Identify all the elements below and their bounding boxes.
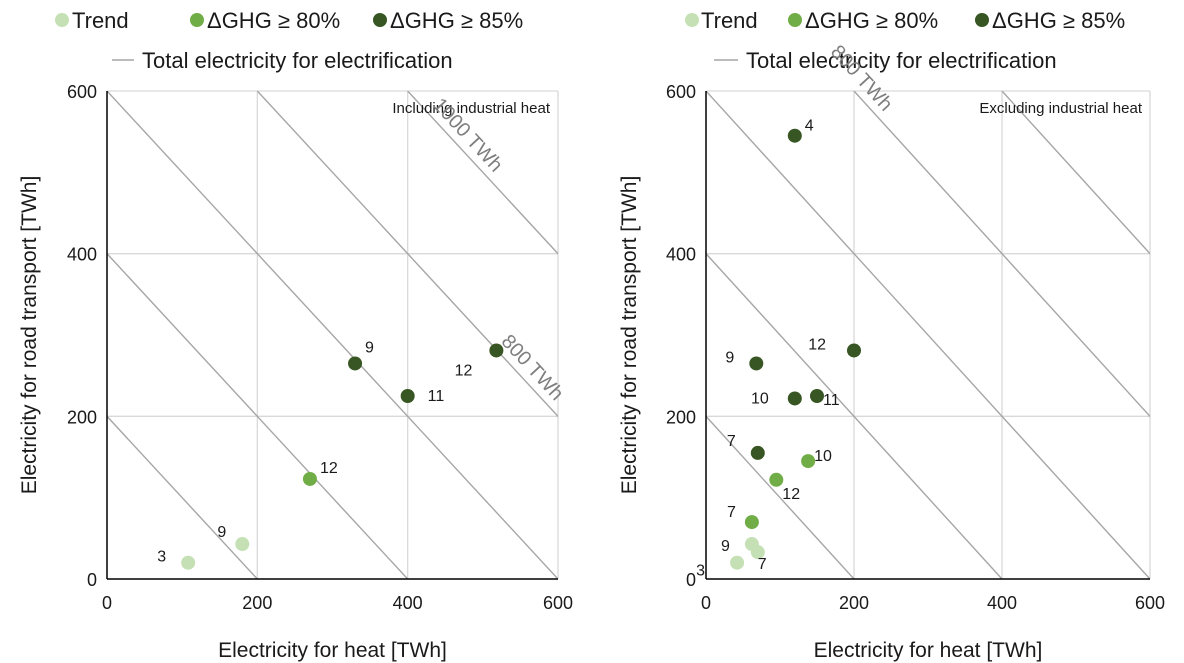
data-point xyxy=(302,471,317,486)
series-0: 39 7 xyxy=(696,537,767,580)
x-tick-label: 400 xyxy=(987,593,1017,613)
data-point-label: 12 xyxy=(782,486,800,503)
data-point xyxy=(750,545,765,560)
data-point-label: 11 xyxy=(428,388,445,405)
y-axis-title: Electricity for road transport [TWh] xyxy=(18,176,41,495)
total-electricity-lines xyxy=(706,91,1150,579)
x-tick-label: 200 xyxy=(839,593,869,613)
y-tick-label: 0 xyxy=(686,570,696,590)
y-tick-label: 400 xyxy=(666,245,696,265)
legend-trend-label: Trend xyxy=(701,8,758,33)
data-point xyxy=(787,391,802,406)
data-point xyxy=(749,356,764,371)
data-point-label: 12 xyxy=(455,362,473,379)
legend-left: Trend ΔGHG ≥ 80% ΔGHG ≥ 85% Total electr… xyxy=(55,8,523,73)
y-axis-title: Electricity for road transport [TWh] xyxy=(618,176,641,495)
total-electricity-lines xyxy=(107,91,558,579)
data-point-label: 12 xyxy=(808,336,826,353)
legend-ghg85-marker xyxy=(975,13,989,27)
data-point xyxy=(181,555,196,570)
gridlines xyxy=(706,90,1151,579)
data-point-label: 7 xyxy=(758,556,767,573)
total-electricity-line xyxy=(256,91,558,418)
series-1: 12 xyxy=(302,460,338,486)
legend-trend-label: Trend xyxy=(72,8,129,33)
chart-left: 0 200 400 600 0 200 400 600 Electricity for heat… xyxy=(18,82,573,662)
data-point-label: 10 xyxy=(814,448,832,465)
legend-ghg80-marker xyxy=(788,13,802,27)
data-point xyxy=(769,472,784,487)
x-axis-title: Electricity for heat [TWh] xyxy=(814,639,1043,662)
data-point xyxy=(235,537,250,552)
x-tick-label: 600 xyxy=(543,593,573,613)
total-electricity-line xyxy=(107,91,558,579)
data-point-label: 7 xyxy=(727,504,736,521)
data-point xyxy=(730,555,745,570)
legend-total-label: Total electricity for electrification xyxy=(746,48,1057,73)
data-point-label: 10 xyxy=(751,390,769,407)
legend-total-label: Total electricity for electrification xyxy=(142,48,453,73)
legend-ghg80-label: ΔGHG ≥ 80% xyxy=(805,8,938,33)
data-point xyxy=(744,515,759,530)
data-point xyxy=(400,389,415,403)
legend-right: Trend ΔGHG ≥ 80% ΔGHG ≥ 85% Total electr… xyxy=(685,8,1125,73)
total-electricity-line xyxy=(107,252,409,579)
panel-annotation: Excluding industrial heat xyxy=(979,100,1142,117)
legend-trend-marker xyxy=(55,13,69,27)
series-2: 4 9 12 10 11 7 xyxy=(725,118,861,460)
total-electricity-line xyxy=(107,415,258,579)
series-1: 7 12 10 xyxy=(727,448,832,530)
x-tick-label: 600 xyxy=(1135,593,1165,613)
y-tick-label: 400 xyxy=(67,245,97,265)
x-tick-label: 0 xyxy=(701,593,711,613)
data-point-label: 7 xyxy=(727,433,736,450)
panel-annotation: Including industrial heat xyxy=(392,100,550,117)
data-point xyxy=(348,356,363,371)
total-electricity-line xyxy=(706,415,855,579)
total-electricity-line xyxy=(706,252,1003,579)
legend-ghg85-label: ΔGHG ≥ 85% xyxy=(992,8,1125,33)
x-tick-label: 0 xyxy=(102,593,112,613)
data-point-label: 3 xyxy=(696,563,705,580)
y-tick-label: 600 xyxy=(67,82,97,102)
data-point xyxy=(750,445,765,460)
total-electricity-line xyxy=(407,91,558,255)
gridlines xyxy=(107,90,559,579)
series-0: 39 xyxy=(157,524,250,570)
y-tick-label: 200 xyxy=(67,407,97,427)
y-tick-label: 600 xyxy=(666,82,696,102)
data-point xyxy=(801,454,816,469)
total-electricity-label: 800 TWh xyxy=(497,331,568,405)
data-point-label: 9 xyxy=(365,339,374,356)
legend-ghg80-marker xyxy=(190,13,204,27)
x-tick-label: 200 xyxy=(242,593,272,613)
data-point xyxy=(489,343,504,358)
data-point-label: 12 xyxy=(320,460,338,477)
legend-ghg85-marker xyxy=(373,13,387,27)
data-point-label: 9 xyxy=(725,349,734,366)
legend-ghg85-label: ΔGHG ≥ 85% xyxy=(390,8,523,33)
series-2: 9 11 12 xyxy=(348,339,504,405)
legend-ghg80-label: ΔGHG ≥ 80% xyxy=(207,8,340,33)
data-point-label: 4 xyxy=(805,118,814,135)
data-point-label: 9 xyxy=(217,524,226,541)
x-axis-title: Electricity for heat [TWh] xyxy=(218,639,447,662)
y-tick-label: 200 xyxy=(666,407,696,427)
x-tick-label: 400 xyxy=(393,593,423,613)
data-point xyxy=(787,128,802,143)
data-point-label: 11 xyxy=(823,392,840,409)
total-electricity-line xyxy=(853,91,1150,418)
data-point-label: 3 xyxy=(157,549,166,566)
data-point xyxy=(847,343,861,358)
total-electricity-line xyxy=(1001,91,1150,255)
y-tick-label: 0 xyxy=(87,570,97,590)
total-electricity-line xyxy=(706,91,1150,579)
data-point-label: 9 xyxy=(721,538,730,555)
legend-trend-marker xyxy=(685,13,699,27)
data-point xyxy=(810,389,824,403)
